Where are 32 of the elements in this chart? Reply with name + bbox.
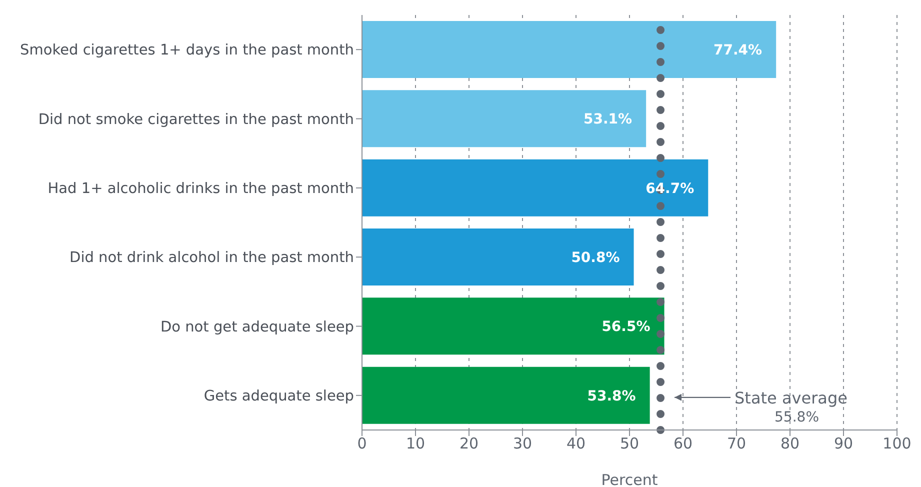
x-tick-label: 90 <box>834 434 854 453</box>
x-tick-label: 10 <box>406 434 426 453</box>
bar <box>362 21 776 78</box>
data-label: 53.1% <box>584 112 632 128</box>
x-tick-label: 30 <box>512 434 532 453</box>
y-tick-label: Did not smoke cigarettes in the past month <box>38 112 354 128</box>
x-tick-label: 40 <box>566 434 586 453</box>
bar <box>362 90 646 148</box>
y-tick-label: Gets adequate sleep <box>204 388 354 405</box>
x-tick-label: 20 <box>459 434 479 453</box>
data-label: 50.8% <box>571 250 620 266</box>
bar <box>362 298 664 355</box>
x-tick-label: 80 <box>780 434 800 453</box>
y-tick-label: Smoked cigarettes 1+ days in the past month <box>20 42 354 59</box>
x-axis-title: Percent <box>601 471 658 487</box>
data-label: 64.7% <box>646 180 694 197</box>
ref-line-label: State average <box>734 388 848 408</box>
bar <box>362 159 708 216</box>
y-tick-label: Did not drink alcohol in the past month <box>70 250 354 266</box>
x-tick-label: 50 <box>620 434 640 453</box>
x-tick-label: 70 <box>726 434 746 453</box>
y-tick-label: Had 1+ alcoholic drinks in the past month <box>48 181 354 198</box>
annotation: 55.8% <box>774 409 820 426</box>
y-tick-label: Do not get adequate sleep <box>160 319 354 336</box>
bar <box>362 366 650 424</box>
data-label: 53.8% <box>587 388 636 404</box>
data-label: 56.5% <box>602 319 650 336</box>
bar <box>362 228 634 286</box>
data-label: 77.4% <box>714 42 762 58</box>
x-tick-label: 0 <box>357 434 367 453</box>
x-tick-label: 60 <box>673 434 693 453</box>
x-tick-label: 100 <box>882 434 912 453</box>
